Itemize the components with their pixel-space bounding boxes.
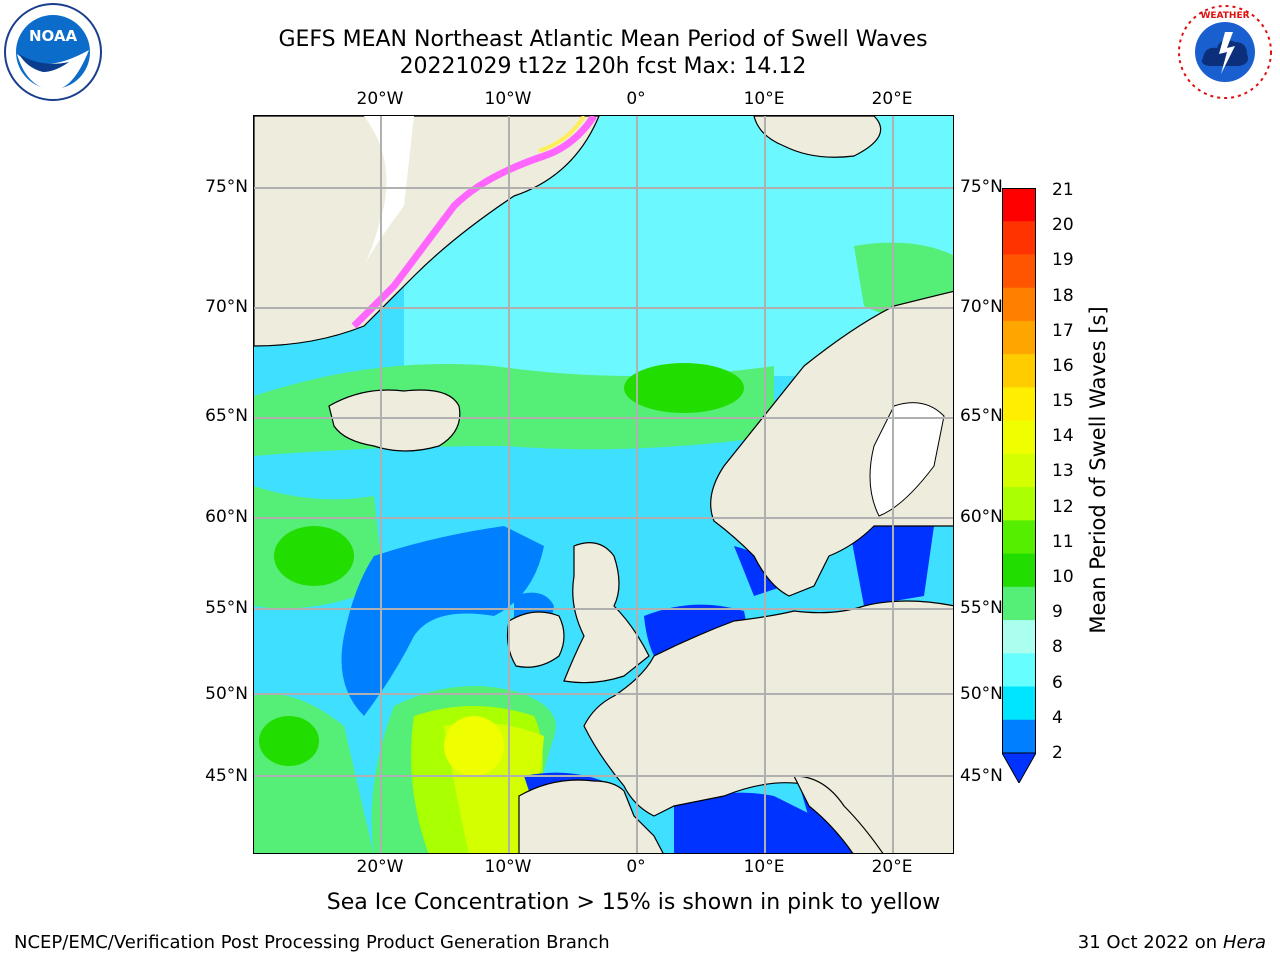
lat-label-65n-left: 65°N <box>205 406 248 426</box>
colorbar-swatch <box>1002 387 1036 422</box>
colorbar-swatch <box>1002 553 1036 588</box>
colorbar-tick-15: 15 <box>1052 391 1074 411</box>
colorbar <box>1001 188 1037 785</box>
lon-label-20w-top: 20°W <box>356 89 404 109</box>
colorbar-tick-20: 20 <box>1052 215 1074 235</box>
lat-label-55n-left: 55°N <box>205 598 248 618</box>
lat-label-60n-left: 60°N <box>205 507 248 527</box>
colorbar-swatch <box>1002 686 1036 721</box>
colorbar-tick-17: 17 <box>1052 321 1074 341</box>
colorbar-swatch <box>1002 287 1036 322</box>
lat-label-70n-left: 70°N <box>205 297 248 317</box>
colorbar-tick-18: 18 <box>1052 286 1074 306</box>
lat-label-75n-right: 75°N <box>960 177 1003 197</box>
colorbar-swatch <box>1002 354 1036 388</box>
colorbar-frame <box>1002 188 1036 754</box>
lon-label-20e-bottom: 20°E <box>871 857 913 877</box>
lon-label-10w-bottom: 10°W <box>484 857 532 877</box>
colorbar-swatch <box>1002 487 1036 521</box>
colorbar-tick-9: 9 <box>1052 602 1063 622</box>
footer-producer: NCEP/EMC/Verification Post Processing Pr… <box>14 932 610 953</box>
swell-period-map <box>253 115 954 854</box>
lat-label-70n-right: 70°N <box>960 297 1003 317</box>
colorbar-swatch <box>1002 620 1036 654</box>
lat-label-50n-right: 50°N <box>960 684 1003 704</box>
svg-text:WEATHER: WEATHER <box>1200 11 1249 21</box>
lat-label-50n-left: 50°N <box>205 684 248 704</box>
lon-label-20e-top: 20°E <box>871 89 913 109</box>
colorbar-swatch <box>1002 320 1036 355</box>
footer-date: 31 Oct 2022 on Hera <box>1078 932 1266 953</box>
colorbar-tick-16: 16 <box>1052 356 1074 376</box>
colorbar-tick-6: 6 <box>1052 673 1063 693</box>
sea-ice-note: Sea Ice Concentration > 15% is shown in … <box>326 890 941 915</box>
italy-land <box>793 775 884 853</box>
lat-label-65n-right: 65°N <box>960 406 1003 426</box>
lat-label-45n-right: 45°N <box>960 766 1003 786</box>
lat-label-45n-left: 45°N <box>205 766 248 786</box>
continental-europe-land <box>583 600 953 853</box>
colorbar-title: Mean Period of Swell Waves [s] <box>1086 306 1110 634</box>
colorbar-tick-13: 13 <box>1052 461 1074 481</box>
colorbar-swatch <box>1002 586 1036 621</box>
lat-label-55n-right: 55°N <box>960 598 1003 618</box>
noaa-logo: NOAA <box>3 2 103 102</box>
greenland-land <box>254 116 600 347</box>
graticule <box>254 116 953 853</box>
lon-label-10e-top: 10°E <box>743 89 785 109</box>
colorbar-tick-8: 8 <box>1052 637 1063 657</box>
colorbar-tick-4: 4 <box>1052 708 1063 728</box>
map-title: GEFS MEAN Northeast Atlantic Mean Period… <box>278 27 928 52</box>
iceland-land <box>328 389 461 452</box>
lon-label-0-bottom: 0° <box>626 857 646 877</box>
lat-label-60n-right: 60°N <box>960 507 1003 527</box>
lon-label-10e-bottom: 10°E <box>743 857 785 877</box>
colorbar-swatch <box>1002 254 1036 289</box>
colorbar-tick-21: 21 <box>1052 180 1074 200</box>
colorbar-swatch <box>1002 719 1036 754</box>
great-britain-land <box>563 542 650 684</box>
colorbar-swatch <box>1002 653 1036 688</box>
colorbar-tick-10: 10 <box>1052 567 1074 587</box>
map-canvas <box>254 116 953 853</box>
lon-label-20w-bottom: 20°W <box>356 857 404 877</box>
lat-label-75n-left: 75°N <box>205 177 248 197</box>
svg-text:NOAA: NOAA <box>29 27 78 45</box>
colorbar-swatch <box>1002 188 1036 222</box>
colorbar-tick-11: 11 <box>1052 532 1074 552</box>
colorbar-extend-min <box>1001 752 1037 785</box>
colorbar-swatch <box>1002 221 1036 255</box>
colorbar-tick-19: 19 <box>1052 250 1074 270</box>
map-subtitle: 20221029 t12z 120h fcst Max: 14.12 <box>399 54 807 79</box>
nws-logo: WEATHER <box>1175 2 1275 102</box>
colorbar-tick-14: 14 <box>1052 426 1074 446</box>
lon-label-0-top: 0° <box>626 89 646 109</box>
ireland-land <box>506 611 565 668</box>
iberia-land <box>518 779 664 853</box>
colorbar-swatch <box>1002 520 1036 555</box>
colorbar-swatch <box>1002 420 1036 455</box>
lon-label-10w-top: 10°W <box>484 89 532 109</box>
colorbar-tick-12: 12 <box>1052 497 1074 517</box>
footer-date-text: 31 Oct 2022 on <box>1077 932 1218 953</box>
colorbar-swatch <box>1002 453 1036 488</box>
footer-machine: Hera <box>1222 932 1266 953</box>
colorbar-tick-2: 2 <box>1052 743 1063 763</box>
